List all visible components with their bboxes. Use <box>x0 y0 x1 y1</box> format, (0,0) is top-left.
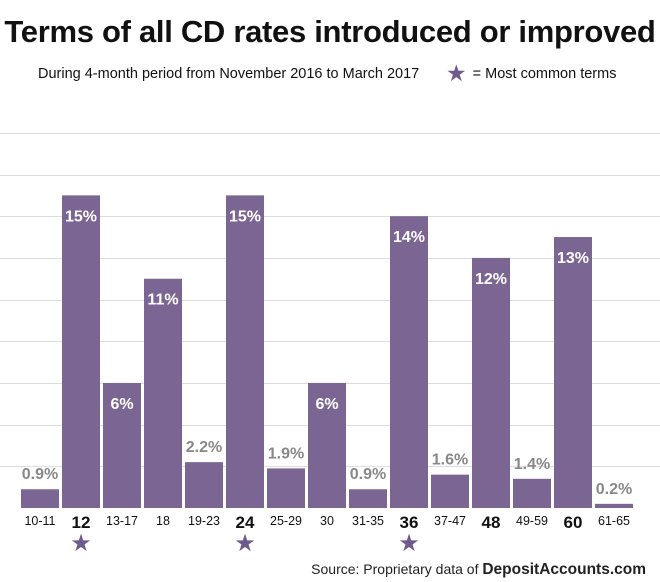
legend-text: = Most common terms <box>472 65 617 82</box>
tick-label: 19-23 <box>188 514 220 528</box>
star-marker: ★ <box>234 529 256 557</box>
source-prefix: Source: Proprietary data of <box>311 561 483 577</box>
tick-label: 36 <box>400 513 419 532</box>
tick-label: 48 <box>482 513 501 532</box>
tick-label: 61-65 <box>598 514 630 528</box>
bar <box>472 257 510 508</box>
data-label: 14% <box>393 229 425 246</box>
data-label: 15% <box>65 208 97 225</box>
data-label: 11% <box>147 292 178 309</box>
tick-label: 25-29 <box>270 514 302 528</box>
data-label: 6% <box>110 396 133 413</box>
star-icon: ★ <box>446 60 467 86</box>
source-brand: DepositAccounts.com <box>482 561 646 578</box>
tick-label: 12 <box>72 513 91 532</box>
bar <box>21 489 59 508</box>
bar <box>62 195 100 509</box>
bar <box>595 503 633 508</box>
bar <box>226 195 264 509</box>
bar <box>144 278 182 508</box>
bar <box>554 237 592 509</box>
data-label: 6% <box>315 396 338 413</box>
data-label: 15% <box>229 208 261 225</box>
tick-label: 30 <box>320 514 334 528</box>
star-marker: ★ <box>70 529 92 557</box>
chart-subtitle: During 4-month period from November 2016… <box>38 66 420 82</box>
star-marker: ★ <box>398 529 420 557</box>
data-label: 1.9% <box>268 445 304 462</box>
tick-label: 10-11 <box>24 514 55 528</box>
data-label: 13% <box>557 250 589 267</box>
tick-label: 18 <box>156 514 170 528</box>
chart-title: Terms of all CD rates introduced or impr… <box>4 14 656 49</box>
legend: ★ = Most common terms <box>446 62 616 85</box>
tick-label: 60 <box>564 513 583 532</box>
tick-label: 13-17 <box>106 514 138 528</box>
bar <box>390 216 428 509</box>
tick-label: 31-35 <box>352 514 384 528</box>
tick-label: 37-47 <box>434 514 466 528</box>
data-label: 12% <box>475 271 507 288</box>
bar <box>267 468 305 508</box>
bar <box>185 462 223 508</box>
data-label: 0.9% <box>350 466 386 483</box>
bar <box>513 478 551 508</box>
data-label: 1.6% <box>432 452 468 469</box>
bar <box>431 474 469 508</box>
tick-label: 49-59 <box>516 514 548 528</box>
data-label: 2.2% <box>186 439 222 456</box>
bar <box>308 382 346 508</box>
data-label: 0.9% <box>22 466 58 483</box>
data-label: 1.4% <box>514 456 550 473</box>
tick-label: 24 <box>236 513 255 532</box>
bar <box>103 382 141 508</box>
bar-chart: 0.9%10-1115%12★6%13-1711%182.2%19-2315%2… <box>0 133 660 557</box>
source-note: Source: Proprietary data of DepositAccou… <box>311 561 646 579</box>
bar <box>349 489 387 508</box>
data-label: 0.2% <box>596 481 632 498</box>
